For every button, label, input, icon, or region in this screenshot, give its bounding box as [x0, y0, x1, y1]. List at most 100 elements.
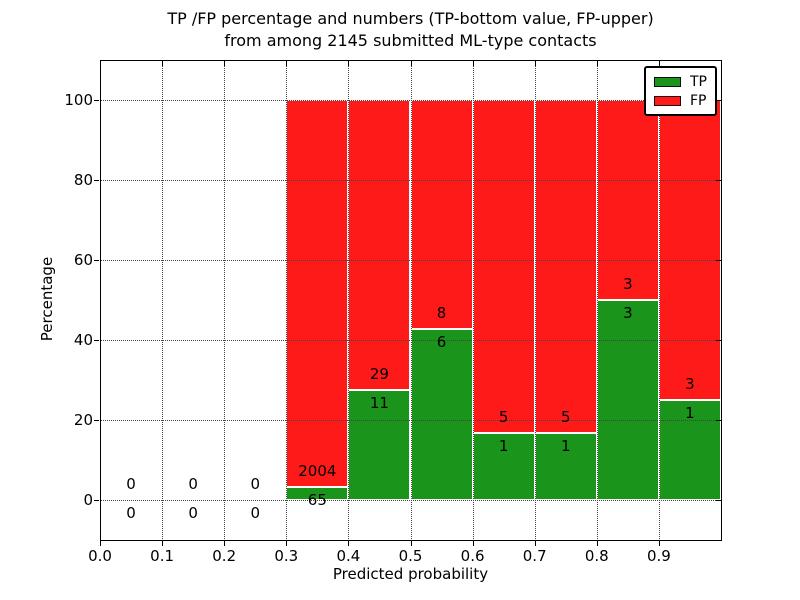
- x-tick-mark: [286, 541, 288, 546]
- y-tick-label: 100: [64, 91, 93, 109]
- fp-count-label: 8: [436, 303, 447, 322]
- y-tick-label: 20: [73, 411, 93, 429]
- x-tick-mark-top: [534, 61, 536, 66]
- legend-swatch-fp: [654, 95, 681, 106]
- y-tick-mark: [94, 180, 99, 181]
- legend-item-tp: TP: [654, 72, 715, 91]
- tp-count-label: 11: [369, 394, 389, 412]
- y-tick-mark: [94, 340, 99, 341]
- bar-fp-segment: [348, 100, 411, 390]
- y-tick-mark: [94, 500, 99, 501]
- x-gridline: [472, 61, 474, 539]
- x-tick-label: 0.1: [150, 547, 175, 565]
- x-tick-mark-top: [162, 61, 164, 66]
- tp-count-label: 0: [250, 504, 261, 522]
- x-tick-mark-top: [100, 61, 101, 66]
- fp-count-label: 2004: [298, 462, 337, 481]
- fp-count-label: 0: [126, 475, 136, 493]
- x-gridline: [162, 61, 164, 539]
- bar-fp-segment: [596, 100, 659, 300]
- y-tick-mark-right: [716, 420, 721, 421]
- bar-tp-segment: [348, 390, 411, 500]
- tp-count-label: 6: [436, 332, 447, 351]
- x-tick-mark: [472, 541, 474, 546]
- x-tick-mark-top: [348, 61, 350, 66]
- x-gridline: [224, 61, 226, 539]
- y-tick-mark-right: [716, 100, 721, 101]
- x-tick-label: 0.9: [646, 547, 671, 565]
- tp-count-label: 1: [685, 404, 695, 422]
- tp-count-label: 0: [126, 504, 136, 522]
- x-tick-mark-top: [472, 61, 474, 66]
- x-gridline: [534, 61, 536, 539]
- fp-count-label: 0: [188, 475, 198, 493]
- fp-count-label: 0: [250, 475, 261, 493]
- fp-count-label: 5: [498, 408, 509, 427]
- chart-title: TP /FP percentage and numbers (TP-bottom…: [100, 8, 721, 52]
- x-tick-mark: [534, 541, 536, 546]
- x-tick-label: 0.3: [274, 547, 299, 565]
- fp-count-label: 3: [685, 375, 695, 393]
- y-tick-mark-right: [716, 260, 721, 261]
- x-gridline: [348, 61, 350, 539]
- y-tick-mark: [94, 100, 99, 101]
- fp-count-label: 29: [369, 365, 389, 383]
- bar-fp-segment: [410, 100, 473, 329]
- x-tick-mark: [162, 541, 164, 546]
- legend-swatch-tp: [654, 76, 681, 87]
- x-gridline: [658, 61, 660, 539]
- tp-count-label: 1: [560, 437, 571, 456]
- x-tick-label: 0.6: [460, 547, 485, 565]
- y-tick-mark-right: [716, 180, 721, 181]
- x-tick-mark-top: [596, 61, 598, 66]
- x-tick-mark: [348, 541, 350, 546]
- x-tick-label: 0.5: [398, 547, 423, 565]
- bar-tp-segment: [472, 433, 535, 500]
- x-tick-label: 0.4: [336, 547, 361, 565]
- x-gridline: [596, 61, 598, 539]
- fp-count-label: 3: [623, 275, 633, 293]
- legend: TP FP: [644, 66, 717, 116]
- y-tick-mark-right: [716, 500, 721, 501]
- y-tick-label: 40: [73, 331, 93, 349]
- x-tick-mark: [224, 541, 226, 546]
- x-gridline: [410, 61, 412, 539]
- x-tick-label: 0.0: [88, 547, 112, 565]
- x-axis-label: Predicted probability: [332, 565, 489, 583]
- tp-count-label: 1: [498, 437, 509, 456]
- y-tick-mark-right: [716, 340, 721, 341]
- x-tick-mark-top: [658, 61, 660, 66]
- bar-fp-segment: [534, 100, 597, 434]
- chart-title-line1: TP /FP percentage and numbers (TP-bottom…: [167, 9, 654, 28]
- legend-label-fp: FP: [690, 92, 707, 109]
- chart-title-line2: from among 2145 submitted ML-type contac…: [224, 31, 597, 50]
- y-tick-label: 0: [83, 491, 93, 509]
- x-tick-label: 0.8: [584, 547, 609, 565]
- tp-count-label: 3: [623, 304, 633, 322]
- bar-tp-segment: [410, 328, 473, 500]
- y-axis-label: Percentage: [38, 256, 56, 342]
- x-tick-mark-top: [410, 61, 412, 66]
- bar-tp-segment: [596, 300, 659, 500]
- x-tick-label: 0.2: [212, 547, 237, 565]
- legend-label-tp: TP: [690, 73, 707, 90]
- x-tick-mark: [100, 541, 101, 546]
- fp-count-label: 5: [560, 408, 571, 427]
- x-tick-mark-top: [286, 61, 288, 66]
- x-tick-label: 0.7: [522, 547, 547, 565]
- bar-fp-segment: [286, 100, 349, 488]
- tp-count-label: 0: [188, 504, 198, 522]
- y-tick-label: 80: [73, 171, 93, 189]
- x-tick-mark-top: [224, 61, 226, 66]
- bar-fp-segment: [472, 100, 535, 434]
- bar-fp-segment: [658, 100, 721, 400]
- x-tick-mark: [658, 541, 660, 546]
- tp-count-label: 65: [307, 491, 327, 510]
- x-tick-mark: [596, 541, 598, 546]
- x-gridline: [286, 61, 288, 539]
- y-tick-label: 60: [73, 251, 93, 269]
- legend-item-fp: FP: [654, 91, 715, 110]
- y-tick-mark: [94, 260, 99, 261]
- y-tick-mark: [94, 420, 99, 421]
